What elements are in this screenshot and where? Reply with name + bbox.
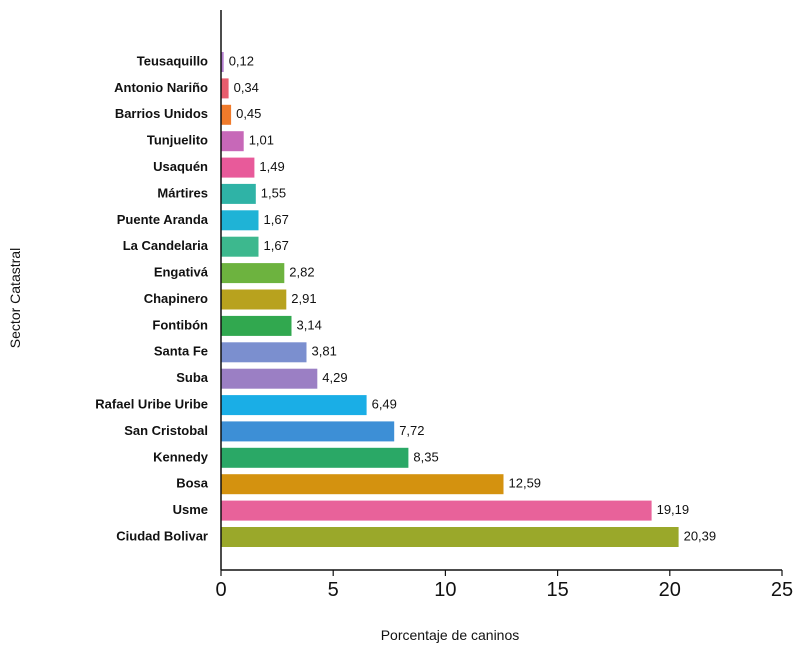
value-label-antonio-narino: 0,34: [234, 80, 259, 95]
bar-barrios-unidos: [221, 104, 232, 125]
bar-usaquen: [221, 157, 255, 178]
bar-chapinero: [221, 289, 287, 310]
value-label-usme: 19,19: [657, 502, 690, 517]
category-label-san-cristobal: San Cristobal: [124, 423, 208, 438]
x-tick-label-5: 5: [328, 579, 339, 601]
bar-martires: [221, 183, 256, 204]
bar-bosa: [221, 474, 504, 495]
category-label-la-candelaria: La Candelaria: [123, 238, 209, 253]
value-label-puente-aranda: 1,67: [264, 212, 289, 227]
category-label-chapinero: Chapinero: [144, 291, 208, 306]
bar-santa-fe: [221, 342, 307, 363]
category-label-usme: Usme: [173, 502, 208, 517]
x-tick-label-10: 10: [434, 579, 456, 601]
category-label-usaquen: Usaquén: [153, 159, 208, 174]
bar-kennedy: [221, 447, 409, 468]
value-label-martires: 1,55: [261, 185, 286, 200]
category-label-kennedy: Kennedy: [153, 449, 209, 464]
bar-teusaquillo: [221, 52, 224, 72]
category-label-rafael-uribe-uribe: Rafael Uribe Uribe: [95, 396, 208, 411]
bar-puente-aranda: [221, 210, 259, 231]
bar-antonio-narino: [221, 78, 229, 99]
bar-ciudad-bolivar: [221, 527, 679, 547]
y-axis-title: Sector Catastral: [7, 248, 23, 348]
bar-engativa: [221, 263, 285, 284]
category-label-barrios-unidos: Barrios Unidos: [115, 106, 208, 121]
category-label-teusaquillo: Teusaquillo: [137, 53, 208, 68]
bar-tunjuelito: [221, 131, 244, 152]
value-label-tunjuelito: 1,01: [249, 133, 274, 148]
category-label-antonio-narino: Antonio Nariño: [114, 80, 208, 95]
bar-san-cristobal: [221, 421, 395, 442]
category-label-bosa: Bosa: [176, 476, 209, 491]
value-label-suba: 4,29: [322, 370, 347, 385]
category-label-martires: Mártires: [157, 185, 208, 200]
x-tick-label-20: 20: [659, 579, 681, 601]
category-label-tunjuelito: Tunjuelito: [147, 133, 208, 148]
category-label-fontibon: Fontibón: [152, 317, 208, 332]
value-label-san-cristobal: 7,72: [399, 423, 424, 438]
value-label-engativa: 2,82: [289, 265, 314, 280]
value-label-ciudad-bolivar: 20,39: [684, 528, 717, 543]
value-label-rafael-uribe-uribe: 6,49: [372, 396, 397, 411]
category-label-suba: Suba: [176, 370, 209, 385]
category-label-engativa: Engativá: [154, 265, 209, 280]
value-label-la-candelaria: 1,67: [264, 238, 289, 253]
bar-fontibon: [221, 315, 292, 336]
value-label-teusaquillo: 0,12: [229, 53, 254, 68]
value-label-bosa: 12,59: [509, 476, 542, 491]
value-label-chapinero: 2,91: [291, 291, 316, 306]
category-label-ciudad-bolivar: Ciudad Bolivar: [116, 528, 208, 543]
category-labels-group: Teusaquillo Antonio Nariño Barrios Unidos T…: [95, 53, 208, 543]
x-ticks-group: 0 5 10 15 20 25: [215, 570, 793, 601]
bar-rafael-uribe-uribe: [221, 395, 367, 416]
bar-suba: [221, 368, 318, 389]
value-label-usaquen: 1,49: [259, 159, 284, 174]
value-label-santa-fe: 3,81: [312, 344, 337, 359]
value-label-kennedy: 8,35: [413, 449, 438, 464]
x-tick-label-25: 25: [771, 579, 793, 601]
bars-group: [221, 52, 679, 547]
x-axis-title: Porcentaje de caninos: [381, 627, 520, 643]
category-label-santa-fe: Santa Fe: [154, 344, 208, 359]
value-labels-group: 0,120,340,451,011,491,551,671,672,822,91…: [229, 53, 716, 543]
value-label-barrios-unidos: 0,45: [236, 106, 261, 121]
value-label-fontibon: 3,14: [297, 317, 322, 332]
bar-usme: [221, 500, 652, 521]
x-tick-label-15: 15: [546, 579, 568, 601]
bar-la-candelaria: [221, 236, 259, 257]
x-tick-label-0: 0: [215, 579, 226, 601]
category-label-puente-aranda: Puente Aranda: [117, 212, 209, 227]
